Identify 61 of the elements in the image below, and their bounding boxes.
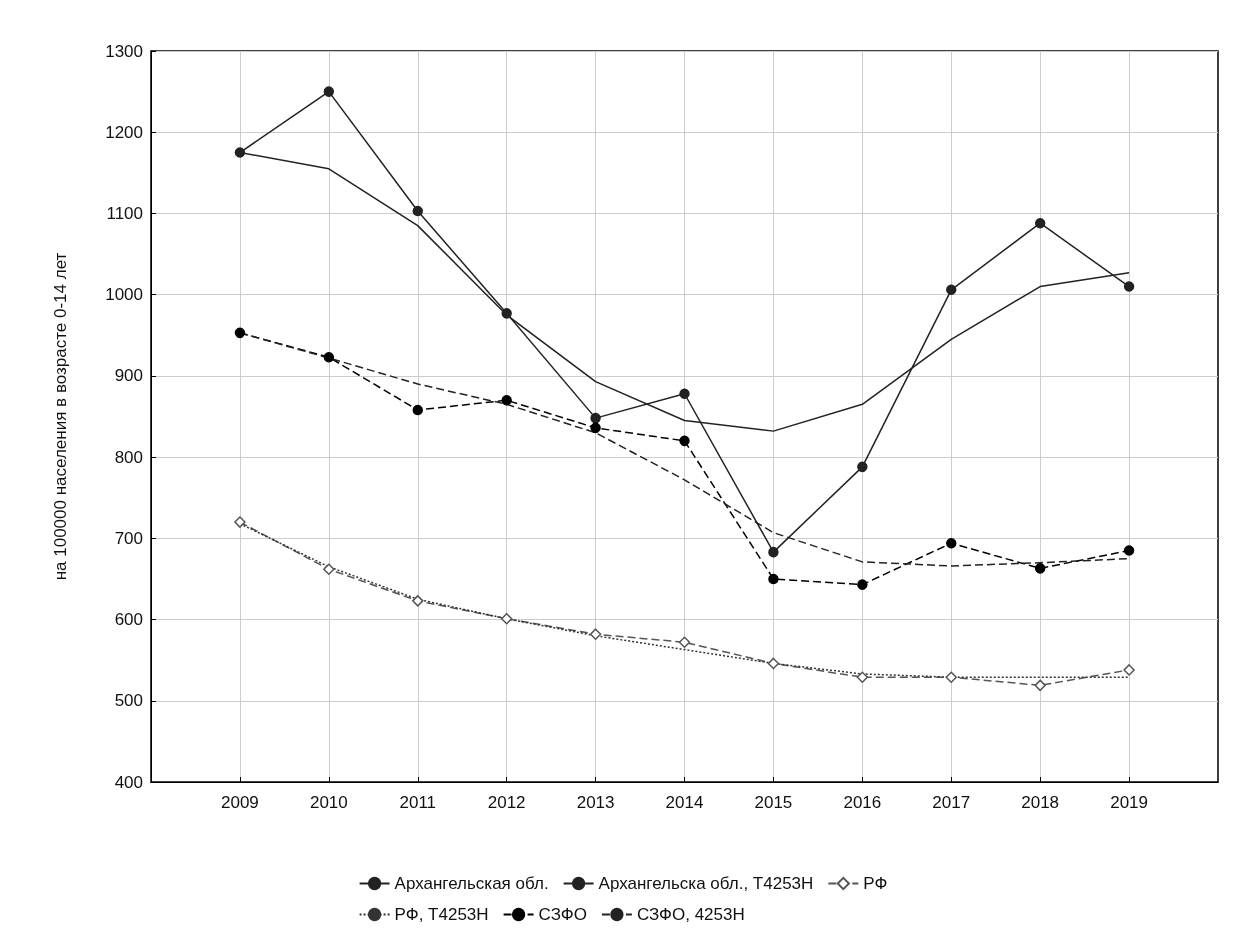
x-tick-label: 2015: [754, 793, 793, 812]
point: [679, 435, 690, 447]
y-tick-label: 900: [114, 366, 143, 386]
point: [1123, 545, 1135, 556]
x-tick-label: 2010: [309, 793, 348, 812]
point: [857, 579, 868, 590]
x-tick-label: 2013: [576, 793, 615, 812]
point: [412, 404, 423, 416]
point: [590, 422, 601, 434]
y-tick-label: 1200: [105, 122, 143, 142]
point: [1123, 281, 1135, 292]
point: [500, 612, 513, 625]
legend-label: РФ: [863, 874, 888, 893]
y-axis-title: на 100000 населения в возрасте 0-14 лет: [51, 252, 70, 581]
y-tick-label: 500: [114, 691, 143, 711]
point: [1034, 679, 1046, 692]
legend-label: СЗФО, 4253H: [636, 905, 745, 924]
point: [501, 308, 512, 319]
x-tick-label: 2009: [221, 793, 259, 812]
point: [1034, 217, 1046, 229]
point: [234, 147, 246, 158]
point: [768, 546, 779, 558]
y-tick-label: 1100: [106, 203, 143, 223]
x-tick-label: 2016: [843, 793, 882, 812]
point: [1123, 664, 1135, 676]
x-tick-label: 2014: [665, 793, 704, 812]
point: [768, 573, 779, 585]
point: [857, 461, 868, 473]
legend-label: СЗФО: [538, 905, 587, 924]
x-tick-label: 2019: [1110, 793, 1148, 812]
point: [323, 86, 335, 97]
point: [323, 563, 335, 575]
point: [589, 628, 602, 640]
y-tick-label: 400: [114, 772, 143, 792]
point: [590, 412, 601, 424]
y-tick-label: 1000: [105, 285, 143, 305]
point: [678, 636, 691, 649]
y-tick-label: 600: [114, 610, 143, 630]
point: [945, 671, 957, 683]
y-tick-label: 1300: [105, 41, 143, 61]
legend-label: Архангельска обл., T4253H: [598, 874, 814, 893]
point: [767, 657, 780, 670]
point: [856, 671, 869, 683]
point: [679, 388, 690, 400]
point: [323, 351, 335, 363]
y-tick-label: 700: [114, 528, 143, 548]
x-tick-label: 2012: [487, 793, 526, 812]
legend-label: РФ, T4253H: [394, 905, 489, 924]
point: [412, 205, 423, 217]
x-tick-label: 2017: [932, 793, 971, 812]
y-tick-label: 800: [114, 447, 143, 467]
legend-label: Архангельская обл.: [394, 874, 549, 893]
point: [946, 537, 957, 549]
point: [234, 516, 246, 528]
x-tick-label: 2011: [399, 793, 437, 812]
point: [946, 284, 957, 296]
x-tick-label: 2018: [1021, 793, 1060, 812]
point: [412, 595, 424, 607]
point: [234, 327, 246, 339]
point: [501, 395, 512, 406]
point: [1034, 563, 1046, 574]
